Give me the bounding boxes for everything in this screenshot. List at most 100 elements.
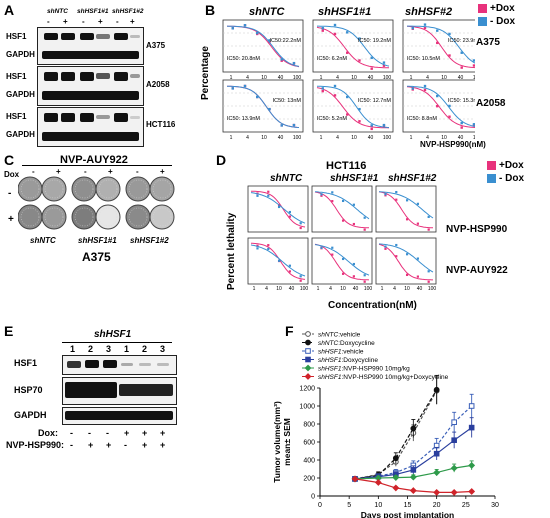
minus-dox-point <box>320 246 323 249</box>
panel-e-dox: - <box>88 428 91 438</box>
plus-dox-point <box>352 275 355 278</box>
panel-c-sign: - <box>84 167 87 176</box>
panel-b-row-label-a2058: A2058 <box>476 98 506 109</box>
minus-dox-point <box>427 270 430 273</box>
data-point <box>433 386 440 393</box>
ic50-minus-dox: IC50:22.2nM <box>270 38 302 44</box>
panel-a-sign: + <box>98 17 103 26</box>
hct116-gapdh-label: GAPDH <box>6 130 35 139</box>
minus-dox-point <box>382 123 386 127</box>
panel-b-xlabel: NVP-HSP990(nM) <box>420 140 486 149</box>
panel-letter-a: A <box>4 2 15 18</box>
ic50-minus-dox: IC50: 13nM <box>273 98 302 104</box>
colony-plate <box>71 176 97 202</box>
panel-c-title-rule <box>22 165 172 166</box>
panel-b-xtick: 1 <box>320 135 323 140</box>
data-point <box>392 474 400 481</box>
minus-dox-curve <box>250 244 306 277</box>
minus-dox-point <box>395 190 398 194</box>
plus-dox-point <box>363 228 366 231</box>
blot-a2058 <box>37 66 144 106</box>
minus-dox-curve <box>250 192 306 224</box>
ic50-minus-dox: IC50: 15.3nM <box>448 98 475 104</box>
plus-dox-curve <box>251 190 306 228</box>
blot-hct116 <box>37 107 144 147</box>
x-tick-label: 20 <box>433 502 441 509</box>
minus-dox-point <box>288 264 291 267</box>
minus-dox-point <box>277 259 281 262</box>
minus-dox-point <box>384 193 387 196</box>
panel-e-title-rule <box>62 342 172 343</box>
plus-dox-point <box>331 200 334 203</box>
panel-d-col-title-2: shHSF1#1 <box>330 173 379 184</box>
panel-c-dox-label: Dox <box>4 170 20 179</box>
panel-c-group-3: shHSF1#2 <box>130 236 169 245</box>
y-tick-label: 400 <box>303 458 315 465</box>
minus-dox-point <box>331 191 334 194</box>
data-point <box>468 424 475 431</box>
minus-dox-point <box>346 31 349 34</box>
plus-dox-point <box>448 54 451 57</box>
panel-d-col-title-3: shHSF1#2 <box>388 173 437 184</box>
minus-dox-curve <box>314 191 370 220</box>
plus-dox-point <box>299 279 302 282</box>
legend-marker <box>304 373 312 380</box>
legend-entry: shHSF1:NVP-HSP990 10mg/kg <box>318 366 410 373</box>
panel-d-col-title-1: shNTC <box>270 173 303 184</box>
minus-dox-point <box>436 29 439 32</box>
ic50-plus-dox: IC50: 20.8nM <box>227 56 260 62</box>
panel-b-xtick: 40 <box>458 135 464 140</box>
panel-e-drug: - <box>124 440 127 450</box>
panel-c-row-sign-plus: + <box>8 214 14 225</box>
data-point <box>351 475 359 483</box>
plus-dox-point <box>460 126 463 129</box>
panel-d-xtick: 10 <box>404 286 410 292</box>
plus-dox-point <box>384 247 387 250</box>
plus-dox-point <box>267 190 270 193</box>
panel-c-sign: + <box>56 167 61 176</box>
ic50-plus-dox: IC50: 10.5nM <box>407 56 440 62</box>
minus-dox-point <box>460 121 463 125</box>
colony-plate-texture <box>98 207 118 227</box>
legend-entry: shHSF1:NVP-HSP990 10mg/kg+Doxycycline <box>318 374 449 381</box>
minus-dox-point <box>472 123 475 126</box>
minus-dox-point <box>299 275 302 278</box>
x-tick-label: 5 <box>347 502 351 509</box>
plus-dox-curve <box>378 191 433 229</box>
panel-e-row-gapdh: GAPDH <box>14 410 47 420</box>
panel-c-group-1: shNTC <box>30 236 56 245</box>
minus-dox-curve <box>314 244 370 276</box>
a2058-hsf1-label: HSF1 <box>6 72 27 81</box>
plus-dox-point <box>358 59 361 62</box>
panel-d-xtick: 40 <box>417 286 423 292</box>
y-tick-label: 1000 <box>299 404 315 411</box>
minus-dox-point <box>256 194 259 197</box>
panel-e-drug: + <box>88 440 94 450</box>
panel-e-drug: + <box>142 440 148 450</box>
data-point <box>392 484 400 492</box>
data-point <box>468 403 475 409</box>
ic50-plus-dox: IC50: 6.2nM <box>317 56 347 62</box>
panel-letter-f: F <box>285 323 294 339</box>
minus-dox-point <box>411 87 414 90</box>
ic50-plus-dox: IC50: 5.2nM <box>317 116 347 122</box>
hct116-cell-label: HCT116 <box>146 120 176 129</box>
panel-d-xtick: 40 <box>289 286 295 292</box>
panel-b-xtick: 100 <box>383 75 392 81</box>
panel-a-sign: + <box>130 17 135 26</box>
minus-dox-curve <box>378 243 434 273</box>
minus-dox-point <box>382 61 386 64</box>
legend-entry: shHSF1:vehicle <box>318 349 364 356</box>
panel-a-group-1: shNTC <box>47 8 68 15</box>
minus-dox-point <box>370 56 373 60</box>
panel-b-xtick: 100 <box>473 135 475 140</box>
data-point <box>451 437 457 444</box>
panel-b-xtick: 10 <box>441 75 447 81</box>
panel-b-xtick: 1 <box>320 75 323 81</box>
colony-plate <box>71 204 97 230</box>
data-point <box>374 479 382 486</box>
panel-b-ylabel: Percentage <box>200 46 211 100</box>
panel-e-dox: + <box>124 428 130 438</box>
panel-e-lane: 1 <box>124 344 130 354</box>
plus-dox-point <box>288 215 291 218</box>
